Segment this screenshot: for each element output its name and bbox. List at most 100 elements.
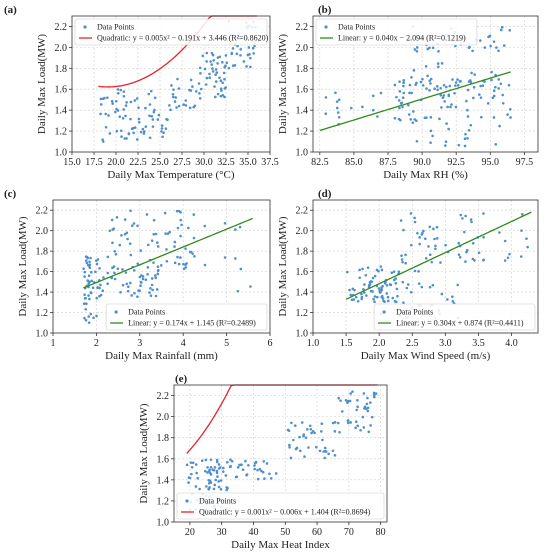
data-point — [111, 266, 114, 270]
data-point — [365, 294, 368, 297]
data-point — [162, 131, 165, 135]
panel-label: (c) — [4, 188, 17, 200]
data-point — [322, 450, 325, 453]
data-point — [215, 471, 219, 475]
data-point — [137, 120, 141, 124]
data-point — [492, 89, 496, 93]
data-point — [261, 470, 265, 474]
data-point — [217, 467, 221, 470]
data-point — [428, 46, 431, 50]
data-point — [106, 282, 109, 286]
data-point — [435, 225, 439, 229]
y-tick-label: 1.8 — [296, 247, 309, 258]
data-point — [361, 267, 364, 271]
data-point — [217, 485, 221, 489]
data-point — [479, 84, 482, 88]
data-point — [438, 117, 441, 121]
data-point — [141, 275, 145, 278]
data-point — [131, 126, 135, 130]
data-point — [509, 116, 512, 119]
data-point — [130, 224, 134, 228]
data-point — [353, 288, 356, 292]
data-point — [152, 232, 156, 236]
data-point — [376, 115, 379, 118]
data-point — [362, 392, 366, 395]
data-point — [289, 456, 293, 460]
data-point — [83, 275, 86, 278]
y-tick-label: 2.2 — [36, 206, 49, 217]
data-point — [411, 121, 415, 124]
data-point — [233, 63, 237, 67]
data-point — [439, 93, 443, 97]
data-point — [204, 83, 208, 86]
data-point — [520, 229, 523, 232]
data-point — [347, 419, 350, 422]
data-point — [168, 230, 171, 234]
data-point — [409, 118, 413, 121]
legend-label-fit: Linear: y = 0.304x + 0.874 (R²=0.4411) — [396, 319, 524, 328]
data-point — [418, 236, 422, 239]
data-point — [144, 278, 148, 281]
data-point — [84, 318, 88, 322]
data-point — [205, 60, 208, 63]
data-point — [121, 283, 125, 287]
data-point — [128, 242, 132, 245]
data-point — [321, 438, 324, 442]
y-tick-label: 1.6 — [296, 85, 309, 96]
legend-label-fit: Quadratic: y = 0.001x² − 0.006x + 1.404 … — [199, 508, 371, 517]
data-point — [309, 427, 313, 431]
data-point — [210, 63, 214, 66]
data-point — [203, 469, 207, 473]
data-point — [239, 48, 242, 51]
data-point — [179, 210, 182, 214]
x-axis-label: Daily Max Rainfall (mm) — [105, 350, 218, 362]
data-point — [429, 116, 433, 119]
data-point — [324, 96, 328, 99]
data-point — [310, 431, 313, 435]
data-point — [175, 106, 178, 109]
data-point — [393, 299, 397, 303]
data-point — [223, 222, 227, 225]
data-point — [122, 94, 126, 98]
data-point — [113, 271, 116, 275]
data-point — [230, 459, 234, 463]
x-tick-label: 25.0 — [151, 157, 169, 168]
data-point — [174, 96, 178, 99]
data-point — [464, 214, 467, 218]
data-point — [156, 265, 160, 269]
data-point — [87, 280, 91, 283]
data-point — [503, 259, 507, 262]
data-point — [492, 94, 496, 98]
data-point — [292, 438, 295, 442]
data-point — [398, 80, 401, 83]
legend: Data Points Quadratic: y = 0.001x² − 0.00… — [176, 492, 385, 520]
x-tick-label: 6 — [268, 338, 273, 349]
data-point — [208, 479, 212, 483]
data-point — [126, 237, 129, 241]
data-point — [221, 94, 225, 97]
data-point — [173, 245, 176, 248]
data-point — [225, 488, 228, 492]
legend-box — [373, 303, 536, 331]
data-point — [263, 477, 266, 480]
data-point — [394, 282, 398, 285]
data-point — [110, 99, 114, 103]
data-point — [121, 268, 124, 271]
data-point — [106, 271, 110, 275]
data-point — [236, 289, 240, 293]
data-point — [188, 476, 192, 480]
data-point — [125, 101, 128, 104]
data-point — [361, 105, 364, 109]
data-point — [348, 288, 351, 292]
data-point — [426, 74, 429, 78]
data-point — [288, 446, 291, 449]
data-point — [387, 299, 390, 303]
data-point — [443, 100, 446, 103]
data-point — [370, 415, 374, 419]
x-tick-label: 2 — [94, 338, 99, 349]
data-point — [482, 212, 485, 215]
data-point — [440, 62, 444, 65]
data-point — [428, 89, 431, 92]
data-point — [483, 46, 487, 49]
legend-marker-points — [185, 499, 189, 503]
